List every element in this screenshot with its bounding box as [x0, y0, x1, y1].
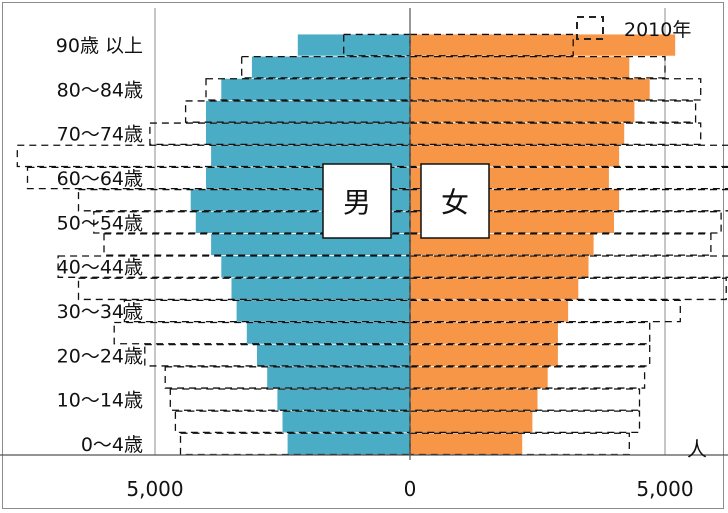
male-label-box-bg [322, 163, 392, 239]
female-bar-9 [410, 233, 594, 256]
male-bar-1 [282, 411, 410, 433]
outline-male-6 [123, 299, 411, 323]
outline-female-18 [409, 33, 574, 57]
y-tick-label-16: 80〜84歳 [57, 79, 143, 101]
x-tick-label-1: 5,000 [126, 477, 183, 501]
y-tick-label-8: 40〜44歳 [57, 257, 143, 279]
male-bar-7 [231, 278, 410, 300]
male-bar-0 [287, 433, 410, 455]
y-tick-label-0: 0〜4歳 [81, 434, 143, 456]
outline-female-9 [409, 233, 712, 256]
female-label-box: 女 [420, 163, 490, 239]
outline-female-6 [409, 299, 681, 323]
outline-female-1 [409, 410, 641, 434]
male-bar-8 [221, 256, 410, 278]
x-axis-unit: 人 [687, 437, 707, 461]
male-label: 男 [343, 186, 371, 219]
female-bar-1 [410, 411, 533, 433]
y-tick-label-4: 20〜24歳 [57, 345, 143, 367]
female-bar-7 [410, 278, 579, 300]
female-bar-14 [410, 123, 625, 145]
female-bar-0 [410, 433, 523, 455]
female-bar-15 [410, 100, 635, 123]
x-tick-label-3: 5,000 [636, 477, 693, 501]
male-bar-13 [211, 145, 410, 167]
female-label: 女 [441, 186, 469, 219]
outline-female-2 [409, 388, 641, 411]
outline-male-16 [205, 78, 411, 101]
female-bar-13 [410, 145, 620, 167]
y-tick-label-2: 10〜14歳 [57, 390, 143, 412]
outline-female-11 [409, 188, 728, 212]
legend: 2010年 [576, 16, 691, 41]
female-bar-17 [410, 56, 630, 78]
female-bar-3 [410, 366, 548, 389]
male-label-box: 男 [322, 163, 392, 239]
y-tick-label-12: 60〜64歳 [57, 168, 143, 190]
male-bar-18 [297, 34, 410, 56]
y-tick-label-6: 30〜34歳 [57, 301, 143, 323]
male-bar-15 [206, 100, 410, 123]
female-bar-6 [410, 300, 569, 322]
outline-male-17 [241, 55, 411, 79]
y-tick-label-14: 70〜74歳 [57, 124, 143, 146]
female-bar-2 [410, 388, 538, 411]
female-label-box-bg [420, 163, 490, 239]
male-bar-6 [236, 300, 410, 322]
y-tick-label-18: 90歳 以上 [56, 35, 143, 57]
outline-male-12 [26, 166, 411, 190]
y-tick-label-10: 50〜54歳 [57, 212, 143, 234]
outline-male-4 [144, 344, 411, 367]
outline-female-8 [409, 255, 728, 278]
female-bar-18 [410, 34, 676, 56]
legend-label: 2010年 [624, 19, 691, 41]
outline-female-12 [409, 166, 728, 190]
grid-lines [154, 8, 666, 455]
male-bar-16 [221, 78, 410, 101]
y-axis-labels: 0〜4歳 10〜14歳 20〜24歳 30〜34歳 40〜44歳 50〜54歳 60〜64歳… [56, 35, 143, 456]
male-bar-17 [251, 56, 410, 78]
female-bar-5 [410, 322, 558, 344]
bars [190, 34, 676, 455]
male-bar-14 [206, 123, 410, 145]
male-bar-4 [257, 344, 410, 366]
outline-male-15 [184, 100, 411, 123]
male-bar-9 [211, 233, 410, 256]
outline-male-13 [16, 144, 411, 168]
female-bar-4 [410, 344, 558, 366]
female-bar-8 [410, 256, 589, 278]
male-bar-5 [246, 322, 410, 344]
x-tick-label-2: 0 [404, 477, 417, 501]
legend-swatch [576, 16, 604, 40]
male-bar-3 [267, 366, 410, 389]
female-bar-16 [410, 78, 650, 101]
male-bar-2 [277, 388, 410, 411]
outline-female-3 [409, 366, 646, 389]
